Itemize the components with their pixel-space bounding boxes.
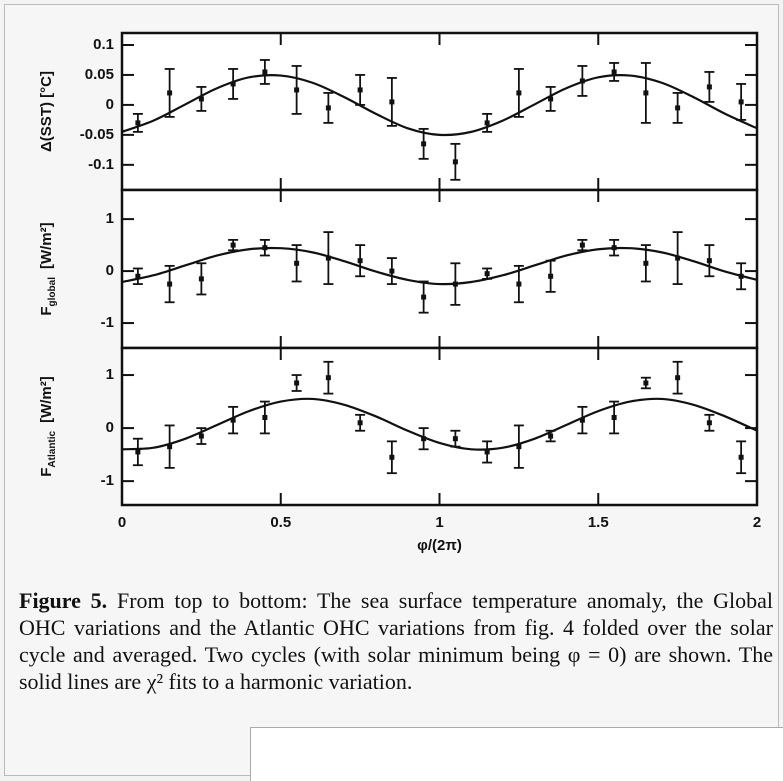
y-tick-label: 0 — [106, 419, 114, 436]
point — [516, 281, 522, 287]
point — [611, 69, 617, 75]
point — [325, 105, 331, 111]
caption-text: From top to bottom: The sea surface temp… — [19, 588, 773, 694]
point — [548, 273, 554, 279]
fit-curve — [121, 74, 758, 137]
point — [167, 281, 173, 287]
plot-frame — [120, 346, 759, 507]
point — [643, 380, 649, 386]
y-tick-label: 0.1 — [93, 36, 114, 53]
point — [230, 81, 236, 87]
y-axis-label: Fglobal [W/m²] — [38, 222, 58, 315]
point — [579, 242, 585, 248]
y-label-subscript: global — [47, 277, 58, 307]
y-label-unit: [W/m²] — [38, 222, 55, 269]
point — [167, 90, 173, 96]
chart: 0.1 0.05 0 -0.05 -0.1 Δ(SST) [°C] 1 0 -1 Fglobal [… — [38, 31, 761, 554]
y-tick-label: 1 — [106, 210, 114, 227]
point — [484, 271, 490, 277]
plot-frame — [120, 188, 759, 350]
point — [706, 84, 712, 90]
point — [611, 414, 617, 420]
point — [421, 294, 427, 300]
point — [230, 417, 236, 423]
point — [389, 454, 395, 460]
point — [452, 159, 458, 165]
y-tick-label: -1 — [101, 472, 114, 489]
point — [452, 436, 458, 442]
point — [198, 276, 204, 282]
fit-curve — [121, 397, 758, 451]
point — [421, 141, 427, 147]
point — [675, 105, 681, 111]
point — [738, 454, 744, 460]
point — [516, 444, 522, 450]
point — [738, 99, 744, 105]
point — [357, 420, 363, 426]
y-axis-label: FAtlantic [W/m²] — [38, 376, 58, 477]
y-tick-label: -0.05 — [80, 126, 114, 143]
plot-frame — [120, 31, 759, 192]
point — [325, 255, 331, 261]
x-tick-label: 1.5 — [588, 514, 609, 531]
y-axis-label: Δ(SST) [°C] — [38, 71, 55, 152]
point — [389, 99, 395, 105]
figure: 0.1 0.05 0 -0.05 -0.1 Δ(SST) [°C] 1 0 -1 Fglobal [… — [4, 4, 779, 776]
point — [484, 449, 490, 455]
point — [294, 380, 300, 386]
point — [643, 260, 649, 266]
x-tick-label: 1 — [435, 514, 443, 531]
point — [421, 436, 427, 442]
y-tick-label: 0 — [106, 262, 114, 279]
y-label-subscript: Atlantic — [47, 430, 58, 467]
point — [135, 120, 141, 126]
y-label-unit: [W/m²] — [38, 376, 55, 423]
x-tick-label: 0 — [118, 514, 126, 531]
point — [579, 417, 585, 423]
point — [294, 87, 300, 93]
point — [484, 120, 490, 126]
point — [357, 258, 363, 264]
point — [230, 242, 236, 248]
point — [389, 268, 395, 274]
x-tick-label: 2 — [753, 514, 761, 531]
point — [516, 90, 522, 96]
point — [167, 444, 173, 450]
fit-curve — [121, 246, 758, 286]
point — [135, 449, 141, 455]
y-tick-label: 0.05 — [85, 66, 114, 83]
point — [706, 420, 712, 426]
caption: Figure 5. From top to bottom: The sea su… — [19, 587, 773, 695]
point — [325, 375, 331, 381]
point — [198, 96, 204, 102]
point — [675, 375, 681, 381]
point — [262, 414, 268, 420]
point — [294, 260, 300, 266]
y-tick-label: -1 — [101, 314, 114, 331]
y-tick-label: -0.1 — [88, 156, 114, 173]
y-tick-label: 1 — [106, 366, 114, 383]
x-axis-label: φ/(2π) — [417, 537, 462, 554]
point — [135, 273, 141, 279]
y-label-symbol: F — [38, 306, 55, 315]
point — [357, 87, 363, 93]
point — [198, 433, 204, 439]
y-tick-label: 0 — [106, 96, 114, 113]
point — [262, 69, 268, 75]
crop-box — [250, 727, 783, 781]
y-label-symbol: F — [38, 468, 55, 477]
point — [548, 433, 554, 439]
point — [706, 258, 712, 264]
caption-label: Figure 5. — [19, 588, 108, 613]
point — [548, 96, 554, 102]
x-tick-label: 0.5 — [270, 514, 291, 531]
point — [643, 90, 649, 96]
point — [675, 255, 681, 261]
